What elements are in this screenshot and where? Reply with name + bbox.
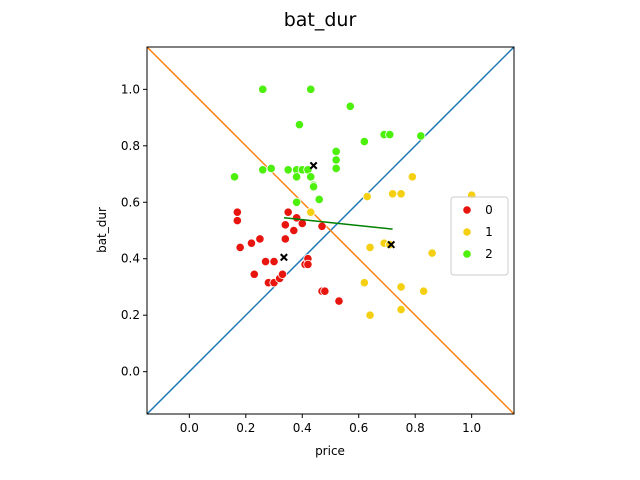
legend-box xyxy=(450,196,509,276)
point-series-0-13 xyxy=(280,220,290,230)
point-series-2-18 xyxy=(331,163,341,173)
point-series-2-2 xyxy=(258,165,268,175)
point-series-1-7 xyxy=(388,189,398,199)
legend-marker-0 xyxy=(462,205,472,215)
point-series-2-3 xyxy=(266,163,276,173)
y-axis-label: bat_dur xyxy=(95,207,109,253)
point-series-0-24 xyxy=(334,296,344,306)
point-series-0-8 xyxy=(269,256,279,267)
point-series-2-15 xyxy=(314,194,324,205)
y-tick-label: 0.6 xyxy=(121,195,140,209)
legend-label-1: 1 xyxy=(485,225,493,239)
point-series-0-14 xyxy=(283,207,293,217)
point-series-0-2 xyxy=(235,242,245,253)
point-series-0-1 xyxy=(232,216,242,226)
point-series-1-1 xyxy=(362,192,372,202)
point-series-2-23 xyxy=(416,131,426,141)
point-series-2-8 xyxy=(294,120,305,130)
point-series-1-2 xyxy=(365,242,375,253)
centroid-marker-0 xyxy=(280,253,288,262)
x-axis-label: price xyxy=(315,444,345,458)
diagonal-line-1 xyxy=(147,47,514,414)
point-series-1-11 xyxy=(407,172,417,182)
chart-title: bat_dur xyxy=(284,9,357,31)
point-series-2-4 xyxy=(283,165,293,175)
point-series-2-17 xyxy=(331,155,341,165)
point-series-2-20 xyxy=(359,136,369,147)
point-series-0-3 xyxy=(246,238,257,248)
point-series-0-12 xyxy=(280,234,290,244)
x-tick-label: 1.0 xyxy=(462,421,481,435)
point-series-2-22 xyxy=(385,129,395,140)
centroid-marker-2 xyxy=(309,161,318,170)
point-series-2-11 xyxy=(306,84,316,94)
x-tick-label: 0.6 xyxy=(349,421,368,435)
point-series-2-14 xyxy=(308,182,319,192)
point-series-1-4 xyxy=(365,310,375,320)
y-tick-label: 0.8 xyxy=(121,139,140,153)
point-series-2-19 xyxy=(345,101,355,111)
legend-label-2: 2 xyxy=(485,247,493,261)
legend-label-0: 0 xyxy=(485,203,493,217)
point-series-1-10 xyxy=(396,304,406,315)
y-tick-label: 1.0 xyxy=(121,82,140,96)
point-series-0-5 xyxy=(255,234,265,244)
plot-frame xyxy=(146,46,515,415)
point-series-1-3 xyxy=(359,278,369,288)
point-series-2-7 xyxy=(292,172,302,182)
point-series-0-11 xyxy=(277,269,288,279)
legend-marker-2 xyxy=(462,249,472,259)
point-series-2-5 xyxy=(292,197,302,207)
y-tick-label: 0.0 xyxy=(121,365,140,379)
point-series-1-13 xyxy=(427,248,437,258)
point-series-1-12 xyxy=(419,286,429,296)
y-tick-label: 0.2 xyxy=(121,308,140,322)
legend-marker-1 xyxy=(462,227,472,237)
x-tick-label: 0.0 xyxy=(180,421,199,435)
point-series-0-20 xyxy=(303,259,313,269)
point-series-1-0 xyxy=(306,207,316,217)
legend: 0 1 2 xyxy=(450,196,509,276)
point-series-0-22 xyxy=(320,286,330,296)
x-tick-label: 0.8 xyxy=(406,421,425,435)
point-series-0-6 xyxy=(260,256,271,267)
point-series-0-0 xyxy=(232,207,242,217)
point-series-1-9 xyxy=(396,282,406,292)
trend-segment xyxy=(283,217,393,230)
x-tick-label: 0.2 xyxy=(236,421,255,435)
point-series-2-16 xyxy=(331,146,341,157)
point-series-2-1 xyxy=(258,84,268,94)
centroid-marker-1 xyxy=(387,240,396,249)
point-series-1-8 xyxy=(396,189,406,199)
point-series-0-15 xyxy=(289,225,299,236)
point-series-2-0 xyxy=(229,172,240,182)
point-series-0-23 xyxy=(317,221,327,231)
y-tick-label: 0.4 xyxy=(121,252,140,266)
x-tick-label: 0.4 xyxy=(293,421,312,435)
point-series-2-12 xyxy=(306,172,316,182)
point-series-0-4 xyxy=(249,269,259,279)
